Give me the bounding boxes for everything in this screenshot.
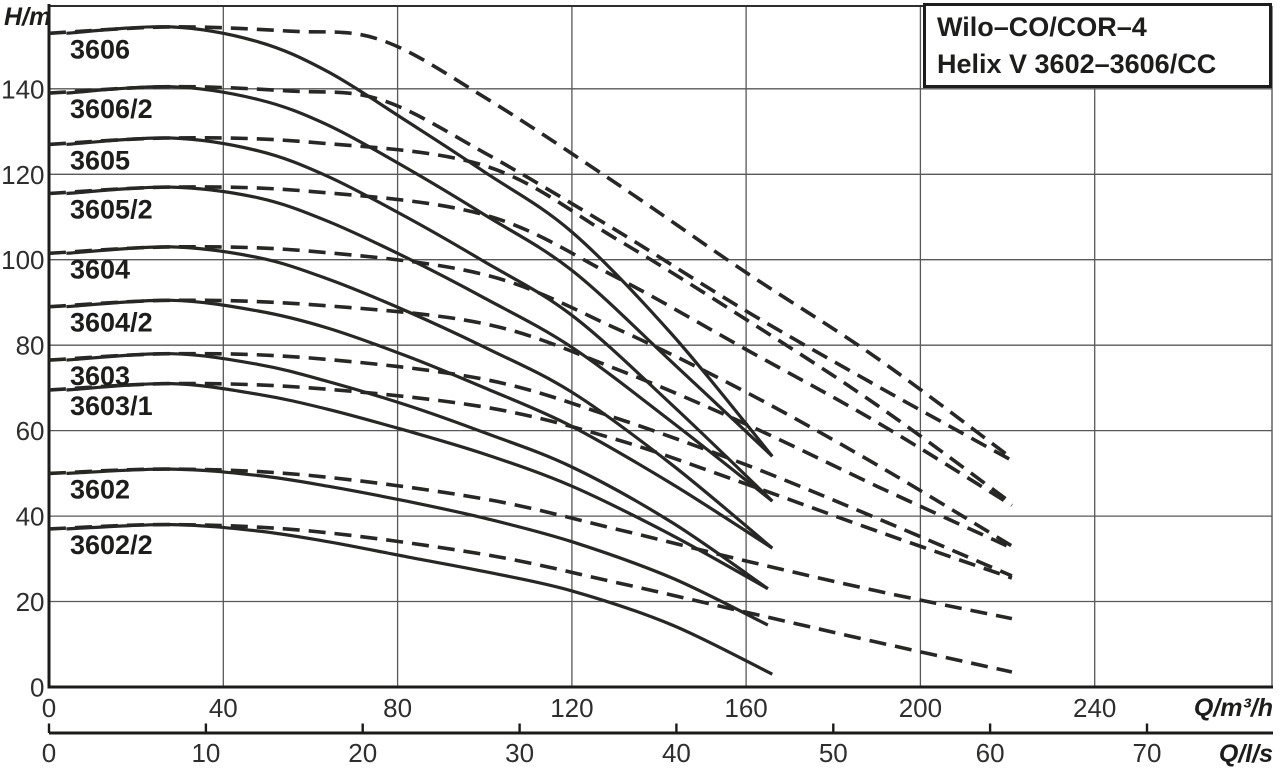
curve-3604-2-solid (66, 298, 774, 550)
curve-3603-1-dashed (48, 381, 1013, 580)
x-tick-label-m3h-80: 80 (383, 693, 412, 723)
curve-3604-solid (66, 245, 774, 550)
x-tick-label-ls-30: 30 (505, 738, 534, 768)
curve-label-3602-2: 3602/2 (70, 530, 153, 560)
y-tick-label-60: 60 (16, 416, 45, 446)
y-tick-label-140: 140 (1, 74, 44, 104)
curve-label-3604: 3604 (70, 254, 130, 284)
y-axis-unit-label: H/m (4, 3, 52, 31)
x-axis-primary-unit-label: Q/m³/h (1193, 694, 1273, 722)
y-tick-label-0: 0 (30, 673, 44, 703)
curve-label-3603-1: 3603/1 (70, 391, 153, 421)
x-tick-label-m3h-120: 120 (550, 693, 593, 723)
curve-3602-solid (66, 467, 769, 627)
curve-3603-dashed (48, 351, 1013, 578)
x-tick-label-m3h-40: 40 (209, 693, 238, 723)
x-tick-label-ls-60: 60 (976, 738, 1005, 768)
curve-label-3603: 3603 (70, 361, 130, 391)
curve-label-3606: 3606 (70, 34, 130, 64)
x-tick-label-m3h-240: 240 (1073, 693, 1116, 723)
curve-3605-solid (66, 136, 774, 503)
curve-label-3605: 3605 (70, 145, 130, 175)
curve-3604-dashed (48, 244, 1013, 548)
curve-3603-solid (66, 352, 769, 591)
x-tick-label-ls-20: 20 (348, 738, 377, 768)
x-tick-label-ls-40: 40 (662, 738, 691, 768)
x-tick-label-ls-50: 50 (819, 738, 848, 768)
x-tick-label-ls-10: 10 (191, 738, 220, 768)
x-axis-secondary-unit-label: Q/l/s (1218, 740, 1273, 768)
curve-3603-1-solid (66, 381, 769, 591)
curve-3602-2-solid (66, 522, 774, 676)
curve-3606-2-solid (66, 84, 774, 458)
curve-3606-solid (66, 25, 774, 458)
x-tick-label-m3h-200: 200 (899, 693, 942, 723)
curve-3605-2-solid (66, 185, 774, 503)
title-line-1: Wilo–CO/COR–4 (937, 12, 1147, 42)
curve-3602-2-dashed (48, 522, 1013, 674)
x-tick-label-ls-0: 0 (42, 738, 56, 768)
curve-label-3604-2: 3604/2 (70, 308, 153, 338)
y-tick-label-20: 20 (16, 587, 45, 617)
y-tick-label-80: 80 (16, 331, 45, 361)
title-box: Wilo–CO/COR–4 Helix V 3602–3606/CC (923, 3, 1272, 88)
curve-3605-2-dashed (48, 185, 1013, 507)
x-tick-label-m3h-160: 160 (724, 693, 767, 723)
x-tick-label-ls-70: 70 (1133, 738, 1162, 768)
curve-label-3605-2: 3605/2 (70, 195, 153, 225)
curve-3606-2-dashed (48, 84, 1013, 463)
curve-label-3602: 3602 (70, 474, 130, 504)
y-tick-label-100: 100 (1, 245, 44, 275)
title-line-2: Helix V 3602–3606/CC (937, 49, 1217, 79)
curve-3606-dashed (48, 25, 1013, 460)
curve-3602-dashed (48, 467, 1013, 621)
curve-label-3606-2: 3606/2 (70, 94, 153, 124)
y-tick-label-120: 120 (1, 160, 44, 190)
curve-3604-2-dashed (48, 298, 1013, 550)
y-tick-label-40: 40 (16, 502, 45, 532)
x-tick-label-m3h-0: 0 (42, 693, 56, 723)
